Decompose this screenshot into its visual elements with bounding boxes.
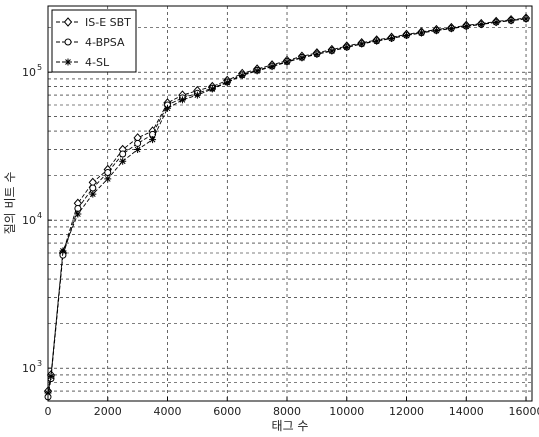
data-point [522, 15, 530, 23]
data-point [149, 136, 157, 144]
x-tick-label: 0 [45, 405, 52, 418]
y-tick-label: 10 [22, 362, 36, 375]
x-tick-label: 2000 [94, 405, 122, 418]
data-point [119, 150, 127, 158]
x-tick-label: 8000 [273, 405, 301, 418]
x-tick-label: 14000 [449, 405, 484, 418]
data-point [104, 168, 112, 176]
data-point [447, 25, 455, 33]
x-tick-label: 6000 [213, 405, 241, 418]
data-point [193, 91, 201, 99]
plot-frame [47, 5, 533, 402]
legend: IS-E SBT 4-BPSA 4-SL [51, 9, 137, 73]
data-point [328, 47, 336, 55]
series-layer [43, 13, 531, 401]
data-point [432, 27, 440, 35]
legend-item: 4-SL [56, 56, 110, 69]
data-point [417, 29, 425, 37]
data-point [134, 146, 142, 154]
x-axis-ticks: 0 2000 4000 6000 8000 10000 12000 14000 16000 [45, 397, 539, 418]
data-point [47, 372, 55, 380]
series-line [47, 17, 527, 392]
data-point [74, 210, 82, 218]
data-point [59, 247, 67, 255]
data-point [268, 63, 276, 71]
data-point [388, 34, 396, 42]
data-point [492, 18, 500, 26]
legend-marker [64, 58, 72, 66]
data-point [343, 43, 351, 51]
y-tick-label: 10 [22, 214, 36, 227]
legend-label: IS-E SBT [85, 16, 131, 29]
legend-marker [63, 17, 73, 27]
grid-lines [48, 6, 532, 401]
data-point [223, 79, 231, 87]
data-point [238, 71, 246, 79]
legend-label: 4-BPSA [85, 36, 125, 49]
legend-label: 4-SL [85, 56, 110, 69]
x-tick-label: 16000 [509, 405, 539, 418]
legend-item: IS-E SBT [56, 16, 131, 29]
data-point [208, 85, 216, 93]
x-tick-label: 12000 [389, 405, 424, 418]
data-point [403, 31, 411, 39]
data-point [358, 40, 366, 48]
y-tick-exponent: 4 [37, 211, 42, 220]
data-point [507, 17, 515, 25]
x-tick-label: 10000 [329, 405, 364, 418]
data-point [134, 139, 142, 147]
series-line [47, 18, 527, 394]
data-point [373, 37, 381, 45]
data-point [283, 58, 291, 66]
x-axis-label: 태그 수 [272, 419, 309, 433]
legend-item: 4-BPSA [56, 36, 125, 49]
y-tick-exponent: 3 [37, 359, 42, 368]
data-point [298, 54, 306, 62]
data-point [178, 96, 186, 104]
x-tick-label: 4000 [154, 405, 182, 418]
y-tick-label: 10 [22, 66, 36, 79]
data-point [313, 50, 321, 58]
y-tick-exponent: 5 [37, 63, 42, 72]
data-point [164, 104, 172, 112]
legend-marker [64, 38, 72, 46]
data-point [119, 157, 127, 165]
data-point [89, 190, 97, 198]
data-point [477, 20, 485, 28]
y-axis-label: 질의 비트 수 [3, 172, 17, 235]
data-point [104, 175, 112, 183]
data-point [462, 22, 470, 30]
data-point [89, 184, 97, 192]
data-point [253, 67, 261, 75]
